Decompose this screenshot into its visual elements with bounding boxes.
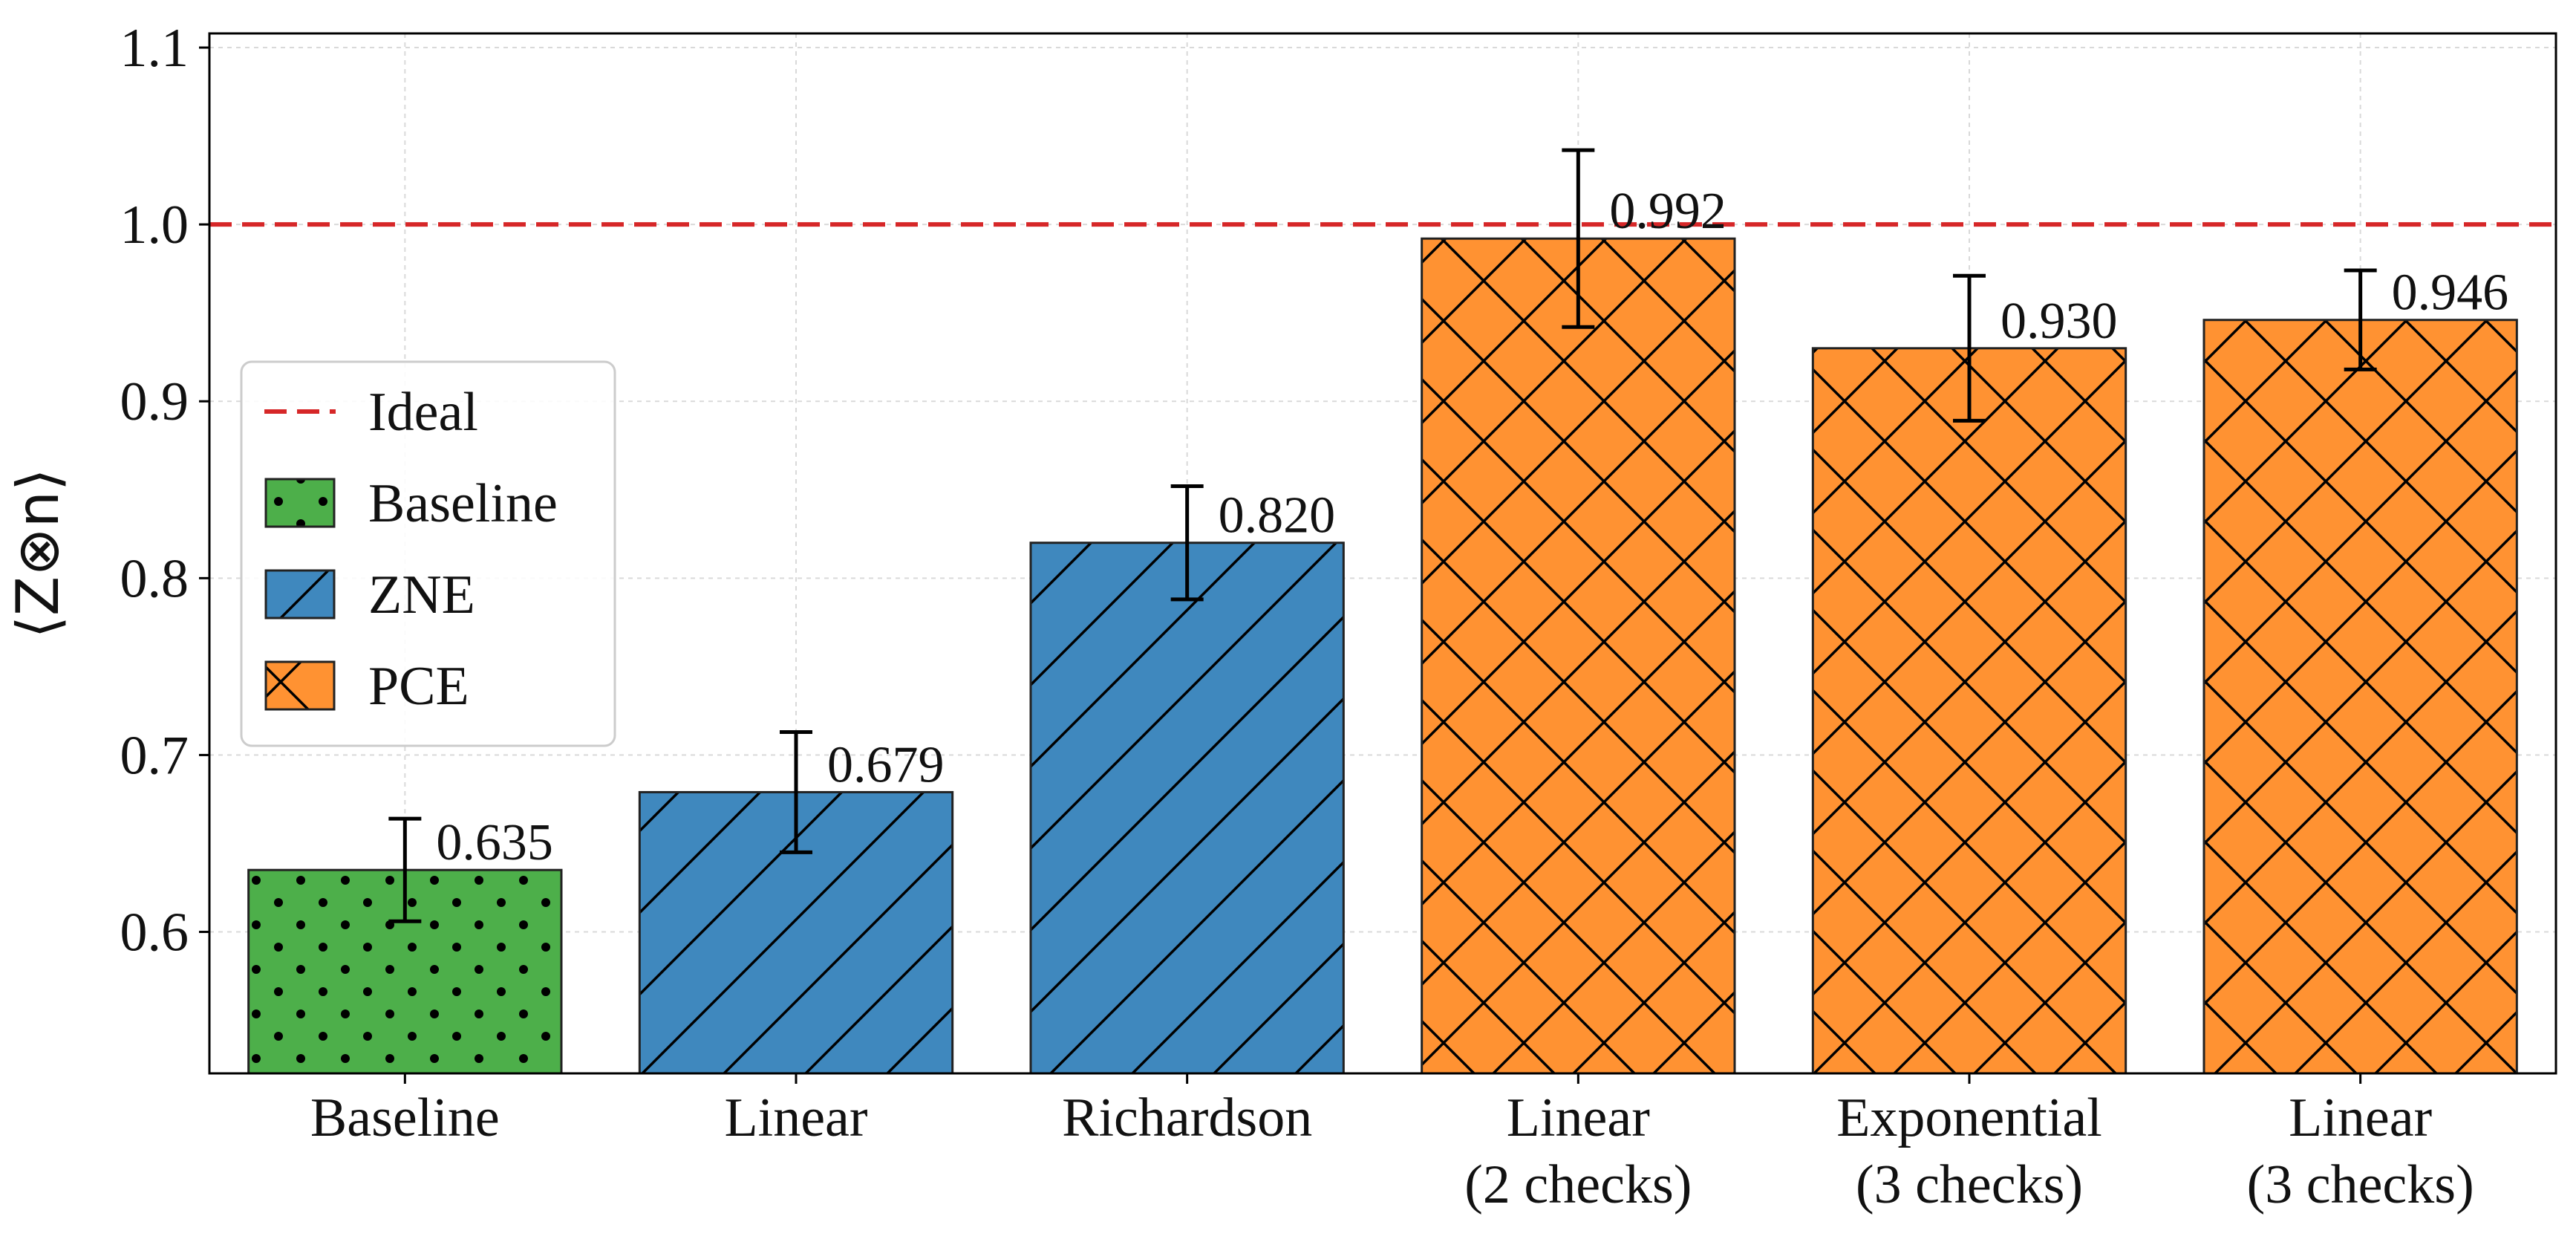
legend: Ideal Baseline ZNE PCE bbox=[240, 360, 616, 747]
bar bbox=[1421, 237, 1736, 1075]
x-tick-label-line: Richardson bbox=[1062, 1087, 1312, 1148]
value-label: 0.992 bbox=[1609, 183, 1726, 240]
legend-label: PCE bbox=[368, 656, 469, 717]
bar bbox=[1811, 347, 2127, 1075]
value-labels: 0.635 0.679 0.820 0.992 0.930 0.946 bbox=[436, 183, 2508, 871]
y-tick-label: 0.8 bbox=[120, 548, 189, 609]
value-label: 0.946 bbox=[2392, 264, 2509, 322]
legend-patch bbox=[264, 569, 336, 620]
y-tick-label: 0.9 bbox=[120, 371, 189, 432]
plot-frame bbox=[208, 32, 2557, 1075]
x-tick-label-line: Linear bbox=[2289, 1087, 2432, 1148]
value-label: 0.930 bbox=[2001, 293, 2118, 350]
x-tick-label-line: Exponential bbox=[1836, 1087, 2102, 1148]
y-tick-label: 1.0 bbox=[120, 195, 189, 256]
x-tick-label-line: Linear bbox=[1507, 1087, 1650, 1148]
value-label: 0.635 bbox=[436, 814, 553, 871]
legend-label: Baseline bbox=[368, 473, 558, 534]
x-tick-label-line: (3 checks) bbox=[1856, 1154, 2083, 1215]
bar bbox=[2202, 319, 2518, 1075]
legend-patch bbox=[264, 660, 336, 711]
value-label: 0.679 bbox=[827, 736, 945, 793]
legend-label: ZNE bbox=[368, 565, 475, 625]
x-tick-label: Linear bbox=[724, 1087, 867, 1148]
legend-box bbox=[240, 360, 616, 747]
x-tick-label-line: Baseline bbox=[310, 1087, 500, 1148]
x-tick-label: Linear (3 checks) bbox=[2247, 1087, 2474, 1215]
x-tick-label-line: (2 checks) bbox=[1464, 1154, 1692, 1215]
y-axis-label: ⟨Z⊗n⟩ bbox=[5, 468, 72, 638]
x-tick-label: Baseline bbox=[310, 1087, 500, 1148]
value-label: 0.820 bbox=[1219, 487, 1336, 544]
y-tick-label: 0.7 bbox=[120, 725, 189, 786]
y-tick-label: 1.1 bbox=[120, 18, 189, 79]
y-axis-ticks: 0.6 0.7 0.8 0.9 1.0 1.1 bbox=[120, 18, 209, 963]
x-tick-label: Exponential (3 checks) bbox=[1836, 1087, 2102, 1215]
x-tick-label: Richardson bbox=[1062, 1087, 1312, 1148]
x-tick-label-line: (3 checks) bbox=[2247, 1154, 2474, 1215]
bars bbox=[247, 237, 2518, 1075]
error-bars bbox=[388, 148, 2377, 923]
x-axis-ticks: Baseline Linear Richardson Linear (2 checks)… bbox=[310, 1073, 2474, 1215]
x-tick-label: Linear (2 checks) bbox=[1464, 1087, 1692, 1215]
x-tick-label-line: Linear bbox=[724, 1087, 867, 1148]
bar bbox=[1029, 542, 1345, 1075]
y-tick-label: 0.6 bbox=[120, 903, 189, 963]
legend-label: Ideal bbox=[368, 382, 478, 443]
legend-patch bbox=[264, 478, 336, 528]
